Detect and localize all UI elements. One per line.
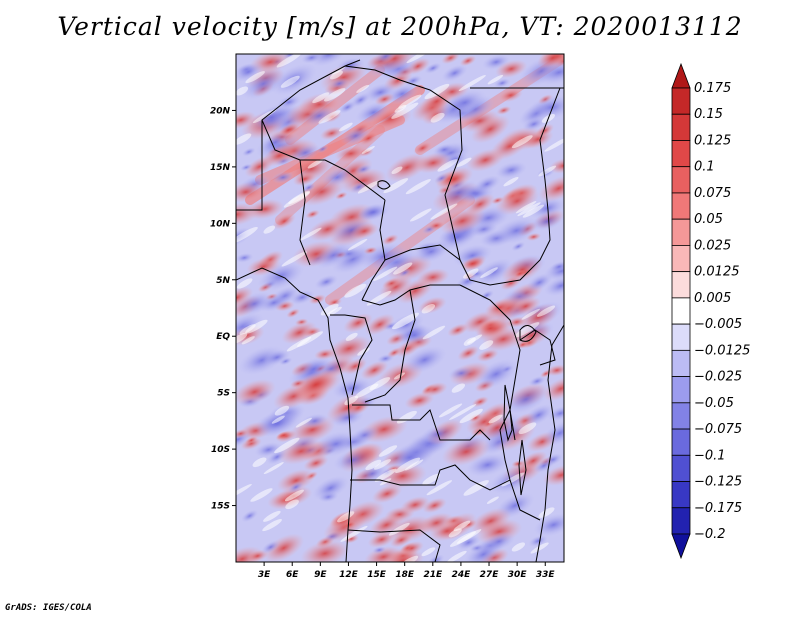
- colorbar-label: 0.025: [694, 238, 731, 253]
- lon-tick-label: 30E: [508, 570, 528, 580]
- colorbar-segment: [671, 62, 691, 89]
- colorbar-segment: [671, 218, 691, 246]
- lake-malawi: [518, 439, 527, 496]
- longitude-ticks: 3E 6E 9E 12E 15E 18E 21E 24E 27E 30E 33E: [258, 562, 556, 580]
- colorbar-segment: [671, 113, 691, 141]
- lat-tick-label: 15N: [210, 163, 231, 173]
- colorbar-segment: [671, 271, 691, 299]
- colorbar-label: 0.05: [694, 212, 723, 227]
- lat-tick-label: 5N: [216, 276, 230, 286]
- colorbar-label: −0.0125: [694, 343, 750, 358]
- footer-credit: GrADS: IGES/COLA: [5, 603, 92, 613]
- colorbar-segment: [671, 349, 691, 377]
- lon-tick-label: 6E: [286, 570, 299, 580]
- colorbar-label: 0.005: [694, 291, 731, 306]
- chart-title: Vertical velocity [m/s] at 200hPa, VT: 2…: [57, 12, 743, 41]
- colorbar-label: −0.005: [694, 317, 742, 332]
- colorbar-label: 0.15: [694, 107, 723, 122]
- colorbar-segment: [671, 481, 691, 509]
- colorbar-segment: [671, 454, 691, 482]
- colorbar-segment: [671, 323, 691, 351]
- colorbar-label: −0.05: [694, 396, 734, 411]
- coastline: [236, 267, 353, 562]
- colorbar-label: 0.125: [694, 133, 731, 148]
- lon-tick-label: 12E: [339, 570, 359, 580]
- colorbar-label: 0.075: [694, 186, 731, 201]
- lon-tick-label: 33E: [536, 570, 556, 580]
- lon-tick-label: 21E: [423, 570, 443, 580]
- colorbar-label: −0.025: [694, 370, 742, 385]
- lon-tick-label: 18E: [395, 570, 415, 580]
- colorbar-segment: [671, 192, 691, 220]
- colorbar-segment: [671, 245, 691, 273]
- colorbar-label: 0.175: [694, 81, 731, 96]
- lat-tick-label: 10N: [210, 219, 231, 229]
- colorbar: 0.175 0.15 0.125 0.1 0.075 0.05 0.025 0.0125 0.0…: [671, 62, 750, 560]
- map-frame: [235, 53, 565, 563]
- colorbar-label: −0.075: [694, 422, 742, 437]
- colorbar-segment: [671, 507, 691, 535]
- lat-tick-label: 15S: [211, 502, 230, 512]
- lat-tick-label: EQ: [216, 332, 230, 342]
- colorbar-segment: [671, 376, 691, 404]
- lat-tick-label: 5S: [217, 389, 230, 399]
- country-borders: [236, 59, 564, 562]
- colorbar-label: −0.175: [694, 501, 742, 516]
- lon-tick-label: 15E: [367, 570, 387, 580]
- colorbar-segment: [671, 402, 691, 430]
- colorbar-segment: [671, 428, 691, 456]
- lake-chad: [377, 180, 391, 190]
- lat-tick-label: 10S: [211, 445, 230, 455]
- latitude-ticks: 20N 15N 10N 5N EQ 5S 10S 15S: [210, 106, 236, 512]
- colorbar-segment: [671, 297, 691, 325]
- lon-tick-label: 3E: [258, 570, 271, 580]
- lake-victoria: [519, 325, 537, 342]
- colorbar-segment: [671, 533, 691, 560]
- lon-tick-label: 27E: [480, 570, 500, 580]
- colorbar-segment: [671, 87, 691, 115]
- colorbar-label: −0.125: [694, 475, 742, 490]
- colorbar-segment: [671, 140, 691, 168]
- colorbar-segment: [671, 166, 691, 194]
- colorbar-label: 0.1: [694, 160, 715, 175]
- lake-tanganyika: [503, 384, 513, 442]
- colorbar-label: −0.1: [694, 448, 726, 463]
- lon-tick-label: 24E: [452, 570, 472, 580]
- velocity-field: [236, 54, 564, 562]
- colorbar-label: −0.2: [694, 527, 726, 542]
- lat-tick-label: 20N: [210, 106, 231, 116]
- colorbar-label: 0.0125: [694, 265, 740, 280]
- lon-tick-label: 9E: [314, 570, 327, 580]
